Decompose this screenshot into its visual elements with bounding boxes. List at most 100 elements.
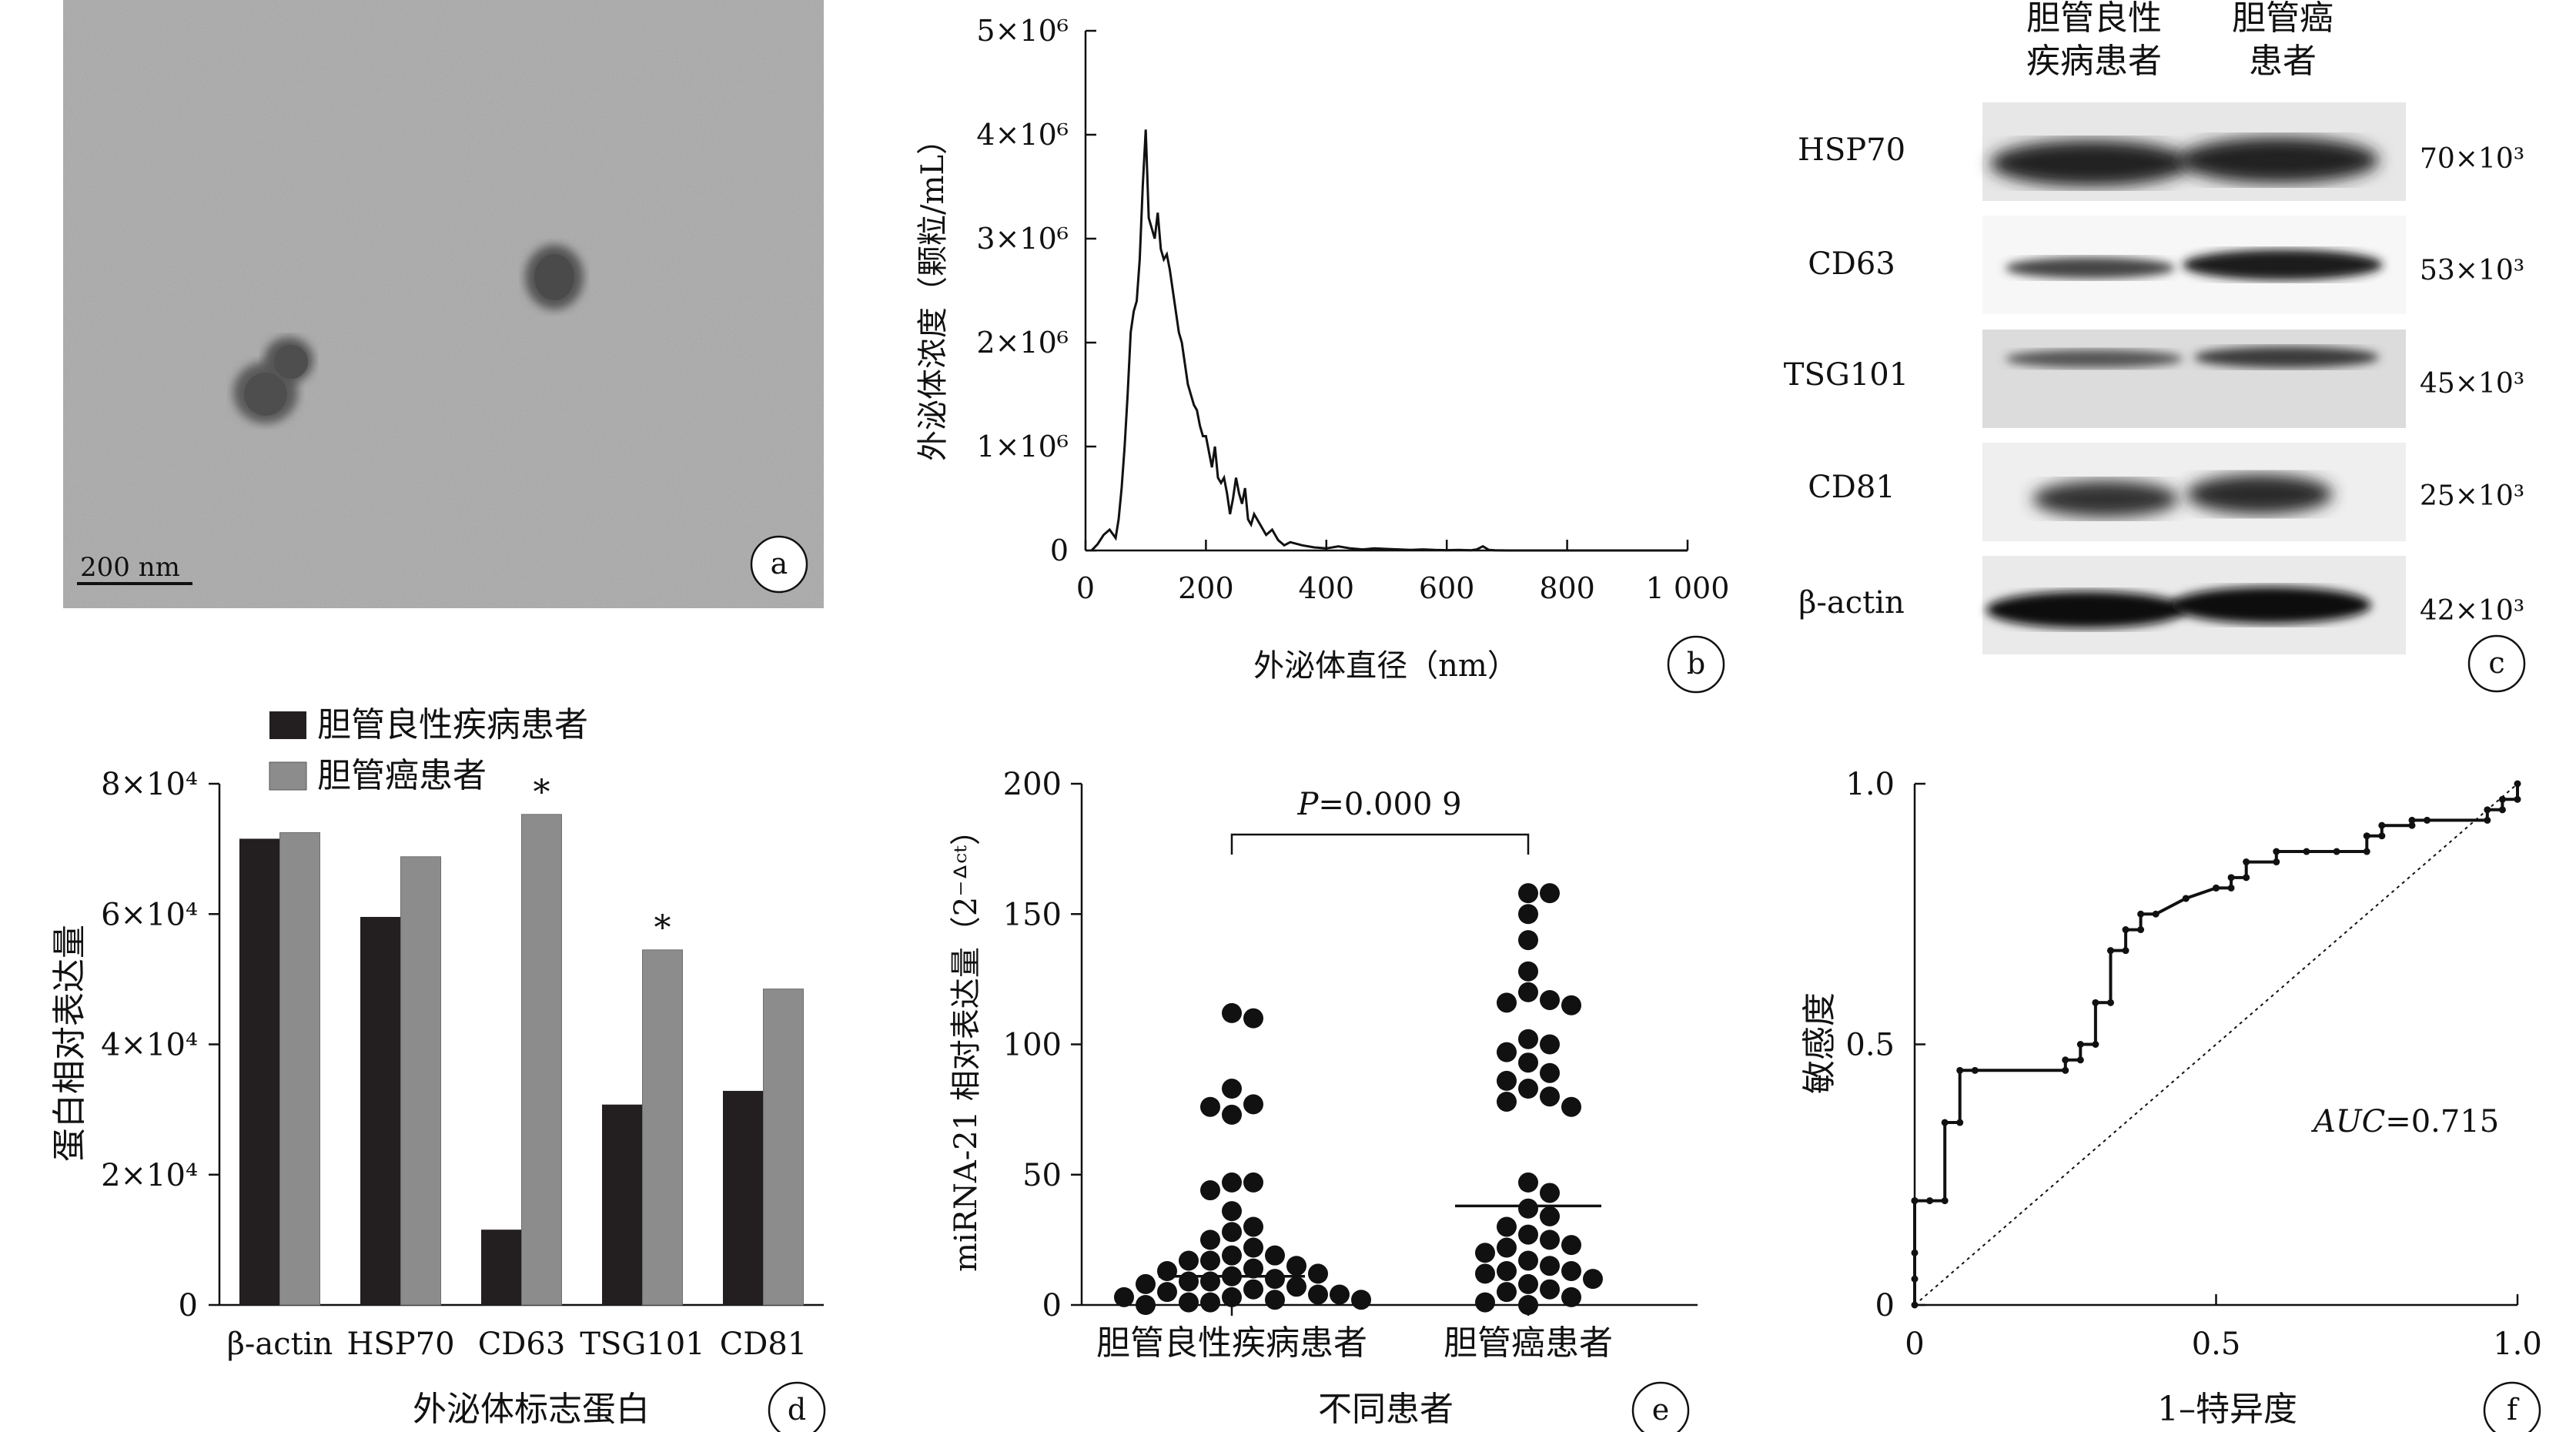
e-data-point [1540,1062,1560,1083]
panel-letter-f: f [2507,1393,2520,1427]
d-x-axis-label: 外泌体标志蛋白 [413,1390,650,1429]
roc-point [2424,816,2431,824]
f-x-axis-label: 1–特异度 [2157,1390,2297,1429]
e-data-point [1114,1286,1134,1307]
e-data-point [1561,1096,1581,1117]
roc-point [2378,832,2386,840]
significance-star: * [654,908,671,948]
e-data-point [1330,1284,1350,1305]
e-data-point [1518,1052,1538,1073]
auc-symbol: AUC [2310,1104,2385,1139]
roc-point [1941,1197,1949,1205]
roc-point [2333,848,2340,855]
panel-a: 200 nm a [63,0,824,608]
f-x-tick-label: 1.0 [2493,1327,2542,1362]
roc-point [2122,926,2129,934]
panel-letter-circle [750,535,808,594]
e-x-tick-label: 胆管癌患者 [1444,1323,1613,1363]
significance-star: * [534,773,550,812]
b-y-tick-label: 1×10⁶ [976,430,1069,463]
e-y-tick-label: 200 [1003,767,1062,802]
roc-point [2152,910,2159,918]
d-bar [239,838,280,1306]
roc-point [1941,1119,1949,1126]
e-data-point [1518,1029,1538,1049]
panel-b: 0 200 400 600 800 1 000 0 1×10⁶ 2×10⁶ 3×10⁶ 4×10⁶ 5… [915,14,1729,694]
e-data-point [1200,1292,1220,1313]
e-data-point [1518,961,1538,982]
e-data-point [1497,1282,1517,1303]
d-y-tick-label: 2×10⁴ [101,1158,198,1193]
wb-label-cd81: CD81 [1808,470,1895,505]
e-data-point [1561,1260,1581,1281]
f-y-tick-label: 0.5 [1845,1028,1895,1063]
e-data-point [1179,1250,1199,1271]
e-y-tick-label: 50 [1022,1158,1062,1193]
e-data-point [1136,1295,1156,1315]
roc-point [1911,1197,1919,1205]
wb-mw-hsp70: 70×10³ [2420,143,2524,175]
e-data-point [1222,1079,1242,1099]
e-data-point [1540,883,1560,904]
e-data-point [1243,1279,1263,1300]
roc-point [2243,874,2250,882]
e-data-point [1540,989,1560,1010]
legend-swatch-cancer [269,761,307,791]
e-x-axis-label: 不同患者 [1318,1390,1454,1429]
panel-letter-circle [2467,634,2526,693]
e-data-point [1540,1230,1560,1250]
e-data-point [1540,1034,1560,1055]
b-x-tick-label: 200 [1178,571,1234,605]
e-data-point [1561,995,1581,1015]
e-data-point [1243,1172,1263,1193]
b-x-tick-label: 400 [1299,571,1355,605]
e-data-point [1200,1180,1220,1201]
d-x-tick-label: TSG101 [580,1327,704,1362]
roc-point [1956,1119,1964,1126]
e-data-point [1497,1216,1517,1237]
e-data-point [1497,992,1517,1013]
e-y-tick-label: 150 [1003,897,1062,932]
f-y-tick-label: 0 [1875,1288,1895,1323]
d-bar [642,949,683,1306]
roc-point [2273,858,2280,866]
e-data-point [1518,1295,1538,1315]
roc-point [1971,1066,1979,1074]
panel-e: 0 50 100 150 200 胆管良性疾病患者 胆管癌患者 P=0.000 9 miRN… [948,767,1698,1432]
wb-label-cd63: CD63 [1808,246,1895,282]
e-data-point [1518,1198,1538,1219]
roc-point [2182,895,2190,902]
e-data-point [1243,1216,1263,1237]
roc-point [1911,1275,1919,1283]
d-bar [481,1230,522,1306]
e-data-point [1222,1104,1242,1125]
panel-letter-d: d [788,1393,806,1427]
roc-point [2498,795,2506,803]
e-data-point [1518,1250,1538,1271]
e-data-point [1243,1237,1263,1258]
e-data-point [1200,1250,1220,1271]
e-data-point [1265,1290,1285,1310]
e-data-point [1518,930,1538,951]
e-data-point [1583,1269,1603,1290]
panel-c: 胆管良性 疾病患者 胆管癌 患者 HSP70 70×10³ CD63 53×10… [1784,0,2526,693]
panel-letter-circle [2483,1381,2541,1432]
panel-letter-circle [1631,1381,1690,1432]
e-x-tick-label: 胆管良性疾病患者 [1096,1323,1367,1363]
legend-label-benign: 胆管良性疾病患者 [317,705,588,744]
exosome-core [244,373,287,416]
scale-bar-label: 200 nm [80,552,180,583]
d-bar [279,831,320,1306]
roc-points [1911,780,2521,1309]
e-data-point [1222,1222,1242,1243]
panel-letter-e: e [1652,1393,1670,1427]
auc-number: =0.715 [2385,1104,2499,1139]
e-data-point [1518,1273,1538,1294]
e-data-point [1157,1260,1177,1281]
blot-row-beta-actin: β-actin 42×10³ [1798,556,2524,654]
roc-point [2106,999,2114,1006]
roc-point [2076,1041,2084,1048]
roc-point [2227,884,2235,892]
e-data-point [1351,1290,1371,1310]
